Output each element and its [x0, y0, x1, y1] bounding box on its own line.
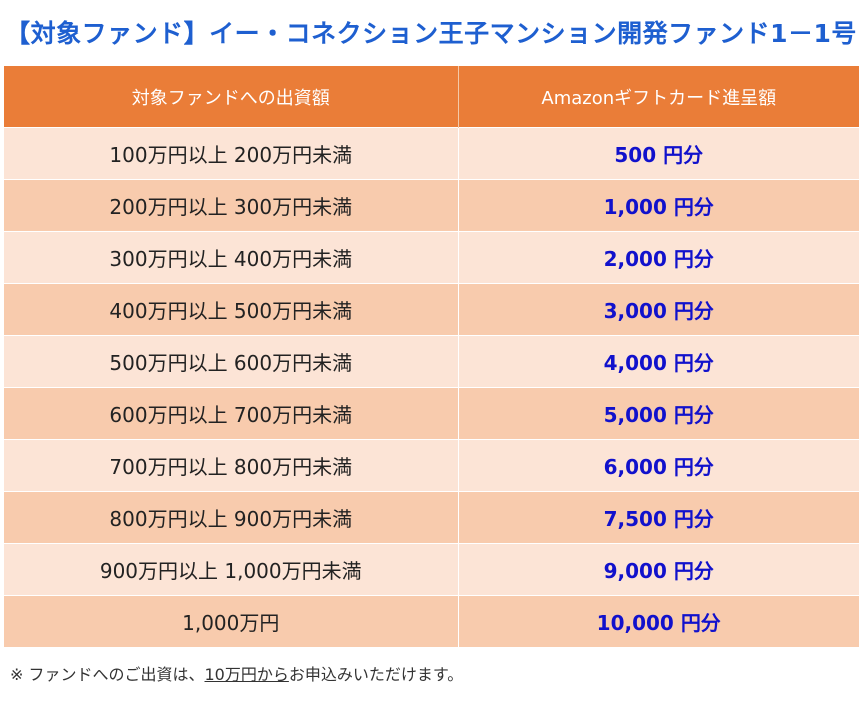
gift-amount-cell: 10,000 円分: [458, 595, 859, 647]
investment-amount-cell: 100万円以上 200万円未満: [4, 127, 459, 180]
gift-amount-cell: 3,000 円分: [458, 283, 859, 336]
page-title: 【対象ファンド】イー・コネクション王子マンション開発ファンド1－1号: [5, 19, 857, 48]
table-header-row: 対象ファンドへの出資額 Amazonギフトカード進呈額: [4, 66, 859, 128]
table-row: 500万円以上 600万円未満 4,000 円分: [4, 335, 859, 388]
investment-amount-cell: 1,000万円: [4, 595, 459, 647]
investment-amount-cell: 800万円以上 900万円未満: [4, 491, 459, 544]
gift-amount-cell: 1,000 円分: [458, 179, 859, 232]
investment-amount-cell: 200万円以上 300万円未満: [4, 179, 459, 232]
gift-amount-cell: 7,500 円分: [458, 491, 859, 544]
gift-amount-cell: 5,000 円分: [458, 387, 859, 440]
table-row: 800万円以上 900万円未満 7,500 円分: [4, 491, 859, 544]
table-row: 400万円以上 500万円未満 3,000 円分: [4, 283, 859, 336]
investment-amount-cell: 500万円以上 600万円未満: [4, 335, 459, 388]
table-row: 1,000万円 10,000 円分: [4, 595, 859, 647]
investment-amount-cell: 600万円以上 700万円未満: [4, 387, 459, 440]
column-header-investment-amount: 対象ファンドへの出資額: [4, 66, 459, 128]
column-header-gift-amount: Amazonギフトカード進呈額: [458, 66, 859, 128]
footnote-suffix: お申込みいただけます。: [288, 665, 464, 684]
gift-amount-cell: 6,000 円分: [458, 439, 859, 492]
gift-amount-cell: 4,000 円分: [458, 335, 859, 388]
table-row: 100万円以上 200万円未満 500 円分: [4, 127, 859, 180]
table-row: 300万円以上 400万円未満 2,000 円分: [4, 231, 859, 284]
investment-amount-cell: 300万円以上 400万円未満: [4, 231, 459, 284]
investment-gift-table: 対象ファンドへの出資額 Amazonギフトカード進呈額 100万円以上 200万…: [4, 66, 859, 647]
footnote-minimum-amount: 10万円から: [204, 665, 289, 684]
gift-amount-cell: 2,000 円分: [458, 231, 859, 284]
footnote-prefix: ※ ファンドへのご出資は、: [10, 665, 205, 684]
table-row: 600万円以上 700万円未満 5,000 円分: [4, 387, 859, 440]
footnote: ※ ファンドへのご出資は、10万円からお申込みいただけます。: [10, 661, 463, 685]
table-row: 200万円以上 300万円未満 1,000 円分: [4, 179, 859, 232]
table-row: 900万円以上 1,000万円未満 9,000 円分: [4, 543, 859, 596]
gift-amount-cell: 9,000 円分: [458, 543, 859, 596]
investment-amount-cell: 900万円以上 1,000万円未満: [4, 543, 459, 596]
investment-amount-cell: 400万円以上 500万円未満: [4, 283, 459, 336]
investment-amount-cell: 700万円以上 800万円未満: [4, 439, 459, 492]
gift-amount-cell: 500 円分: [458, 127, 859, 180]
table-row: 700万円以上 800万円未満 6,000 円分: [4, 439, 859, 492]
